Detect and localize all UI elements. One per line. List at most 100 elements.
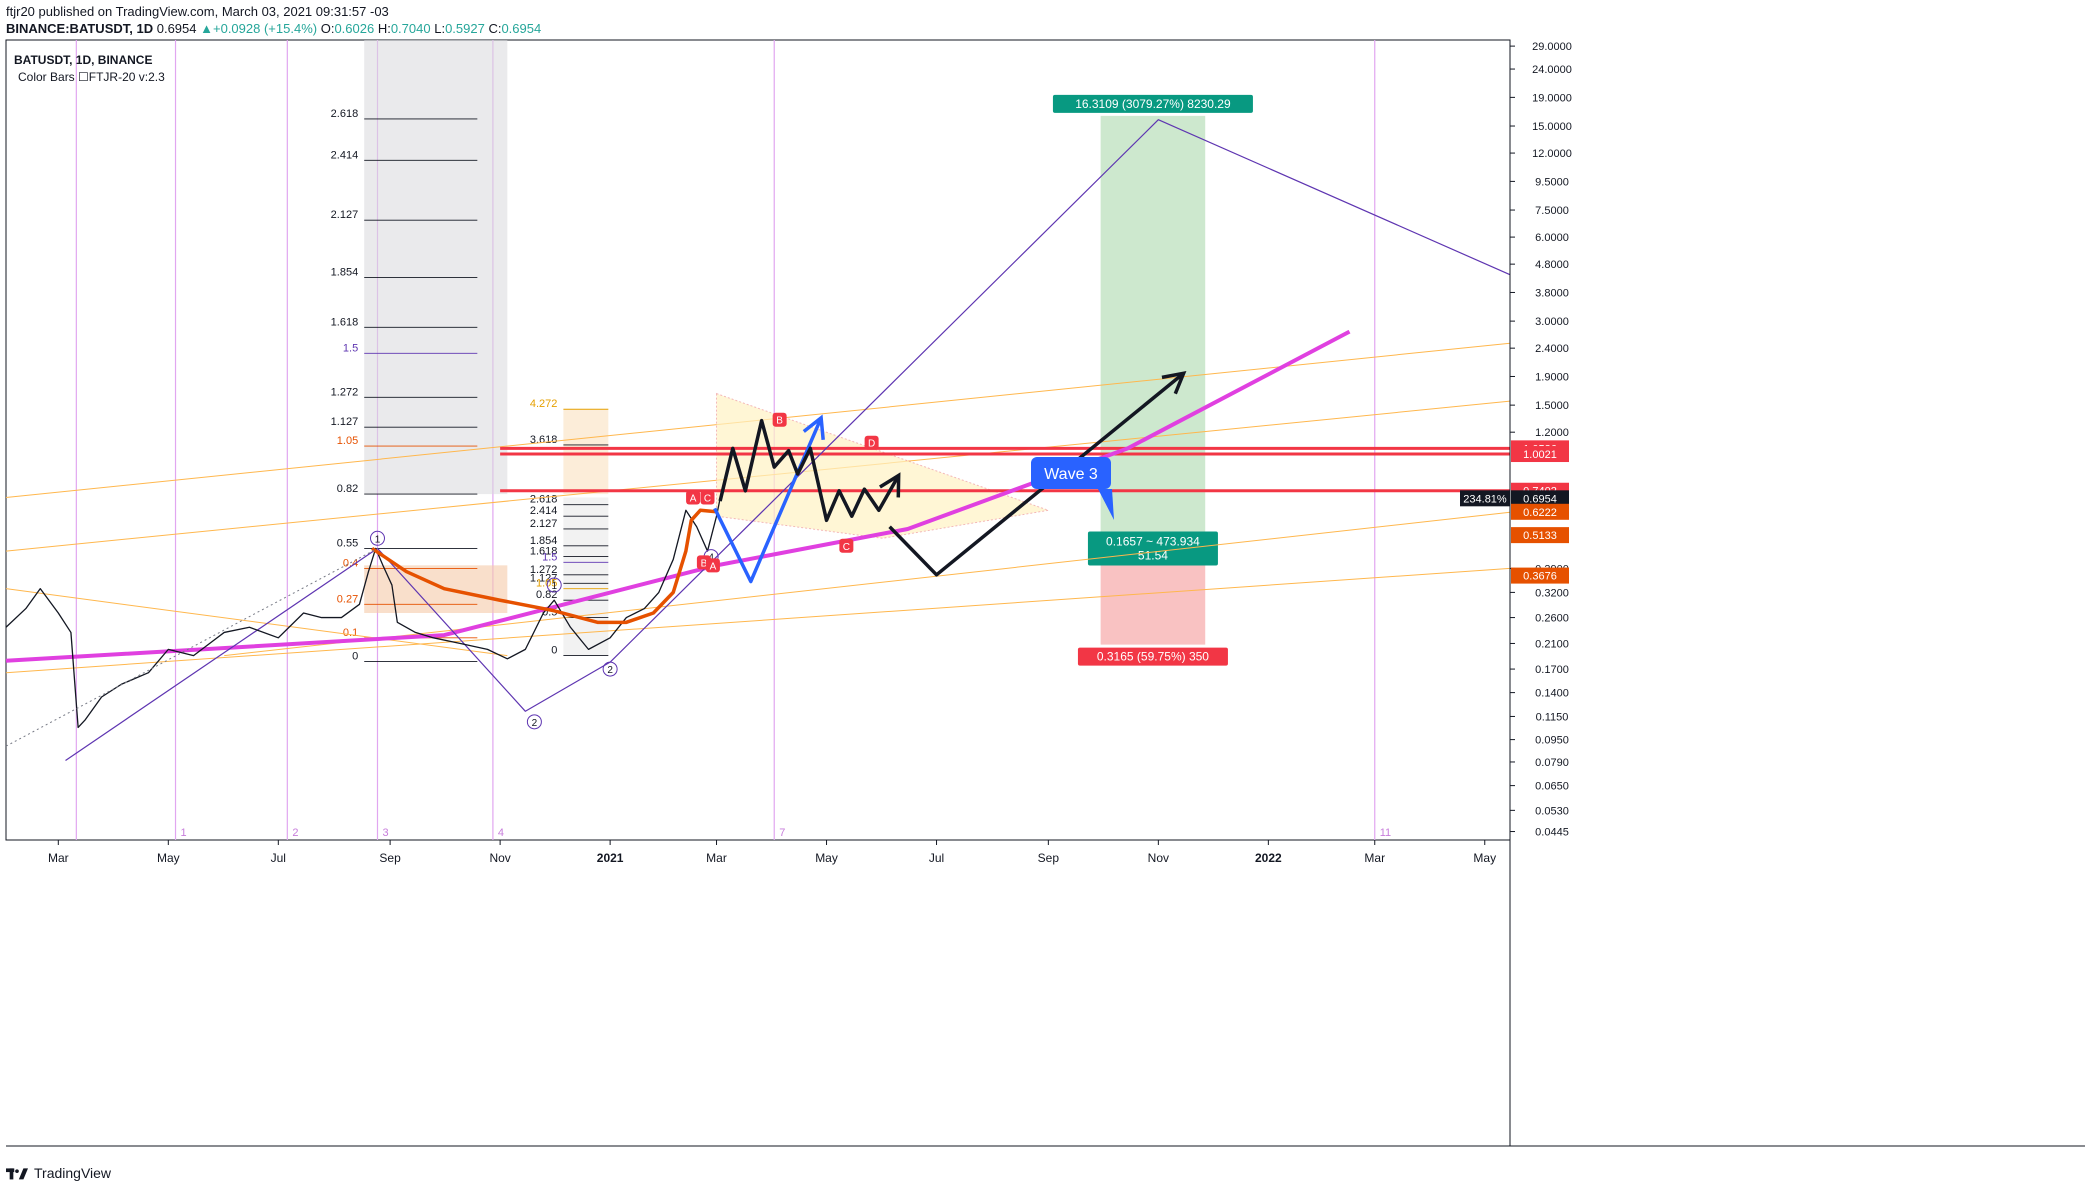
fib2-zone-grey xyxy=(563,497,609,656)
horizontal-levels[interactable] xyxy=(500,446,1510,493)
open-label: O: xyxy=(320,21,335,36)
stop-label-bg xyxy=(1077,647,1228,666)
period-label: 1 xyxy=(181,827,187,839)
fib-level-label: 2.414 xyxy=(331,149,359,161)
fib2-level-label: 1.618 xyxy=(530,546,558,558)
wave-marker-label: 2 xyxy=(532,718,538,729)
fib-level-label: 1.272 xyxy=(331,386,359,398)
price-label-bg xyxy=(1511,503,1569,520)
y-tick-label: 4.8000 xyxy=(1535,259,1569,271)
x-tick-label: May xyxy=(815,851,838,865)
price-label: 0.5133 xyxy=(1523,530,1557,542)
pattern-point-label: D xyxy=(868,439,875,450)
up-arrow-icon: ▲ xyxy=(200,21,213,36)
fib-level-label: 2.618 xyxy=(331,108,359,120)
arrow-head-black xyxy=(879,472,901,498)
y-tick-label: 0.1400 xyxy=(1535,688,1569,700)
triangle-pattern xyxy=(716,392,1051,539)
pattern-point-label: B xyxy=(701,558,708,569)
fib2-level-label: 2.618 xyxy=(530,494,558,506)
axes: 29.0000 24.0000 19.0000 15.0000 12.0000 9.500… xyxy=(48,40,1572,1146)
pattern-point xyxy=(864,435,879,450)
x-tick-label: Nov xyxy=(489,851,510,865)
x-tick-label: 2021 xyxy=(597,851,624,865)
y-tick-label: 0.0530 xyxy=(1535,805,1569,817)
price-label-bg xyxy=(1511,490,1569,507)
legend-indicator: Color Bars ☐FTJR-20 v:2.3 xyxy=(18,70,165,84)
elliott-path xyxy=(65,119,1511,761)
callout-box xyxy=(1031,457,1111,489)
ohlc-bar: BINANCE:BATUSDT, 1D 0.6954 ▲+0.0928 (+15… xyxy=(6,21,541,36)
y-tick-label: 1.9000 xyxy=(1535,371,1569,383)
open-value: 0.6026 xyxy=(334,21,375,36)
y-tick-label: 1.2000 xyxy=(1535,427,1569,439)
x-tick-label: Mar xyxy=(48,851,69,865)
projection-paths xyxy=(713,371,1187,584)
high-label: H: xyxy=(377,21,391,36)
channel-line xyxy=(224,511,1511,657)
fib-level-label: 0 xyxy=(352,650,358,662)
tradingview-brand: TradingView xyxy=(34,1165,112,1181)
fib-level-label: 0.4 xyxy=(343,557,358,569)
fib-level-label: 1.5 xyxy=(343,342,358,354)
period-lines: 1 2 3 4 7 11 xyxy=(75,40,1391,840)
dotted-trend xyxy=(5,547,378,747)
fib-zone-grey xyxy=(364,40,508,495)
fib-zone-orange xyxy=(364,565,508,613)
y-tick-label: 0.0445 xyxy=(1535,827,1569,839)
fibonacci-levels: 2.6182.4142.1271.8541.6181.51.2721.1271.… xyxy=(331,40,609,662)
trend-line xyxy=(5,329,1351,663)
y-tick-label: 0.1700 xyxy=(1535,664,1569,676)
projection-black xyxy=(718,418,901,523)
close-value: 0.6954 xyxy=(501,21,542,36)
last-price: 0.6954 xyxy=(156,21,197,36)
legend-title: BATUSDT, 1D, BINANCE xyxy=(14,53,152,67)
callout-pointer xyxy=(1098,489,1114,520)
y-tick-label: 3.8000 xyxy=(1535,287,1569,299)
fib2-level-label: 0 xyxy=(551,645,557,657)
pattern-point xyxy=(772,412,787,427)
y-tick-label: 0.0950 xyxy=(1535,735,1569,747)
pattern-point-label: A xyxy=(690,494,697,505)
channel-line xyxy=(5,567,1511,674)
price-chart[interactable]: 1 2 3 4 7 11 2.6182.4142.1271.8541.6181.51.27… xyxy=(0,38,2091,1160)
fib2-level-label: 3.618 xyxy=(530,434,558,446)
wave-marker xyxy=(526,714,542,730)
fib-level-label: 1.127 xyxy=(331,416,359,428)
fib2-level-label: 1.854 xyxy=(530,535,558,547)
y-tick-label: 0.1150 xyxy=(1536,711,1569,723)
publish-info: ftjr20 published on TradingView.com, Mar… xyxy=(6,4,389,19)
target-zone xyxy=(1100,115,1206,534)
x-tick-label: Nov xyxy=(1148,851,1169,865)
y-tick-label: 9.5000 xyxy=(1535,176,1569,188)
price-line xyxy=(5,498,721,729)
y-tick-label: 0.3200 xyxy=(1535,587,1569,599)
pattern-point xyxy=(686,490,701,505)
x-tick-label: Mar xyxy=(706,851,727,865)
price-label-bg xyxy=(1511,527,1569,544)
pattern-point-label: B xyxy=(776,416,783,427)
x-tick-label: 2022 xyxy=(1255,851,1282,865)
y-tick-label: 24.0000 xyxy=(1532,64,1572,76)
low-label: L: xyxy=(434,21,446,36)
y-tick-label: 0.0650 xyxy=(1535,781,1569,793)
price-tag: 234.81% xyxy=(1463,493,1507,505)
y-tick-label: 0.2600 xyxy=(1535,613,1569,625)
y-tick-label: 12.0000 xyxy=(1532,148,1572,160)
tradingview-footer[interactable]: TradingView xyxy=(6,1162,111,1184)
fib2-level-label: 1.272 xyxy=(530,564,558,576)
pattern-point xyxy=(839,538,854,553)
fib2-level-label: 1.127 xyxy=(530,572,558,584)
period-label: 4 xyxy=(498,827,504,839)
wave-marker-label: 4 xyxy=(708,553,714,564)
wave-marker xyxy=(546,577,562,593)
fib-level-label: 0.55 xyxy=(337,537,358,549)
y-tick-label: 7.5000 xyxy=(1535,205,1569,217)
long-position-zone[interactable]: 16.3109 (3079.27%) 8230.29 0.1657 ~ 473.9… xyxy=(1052,94,1253,666)
period-label: 11 xyxy=(1380,827,1391,839)
ratio-label-2: 51.54 xyxy=(1138,549,1168,563)
price-label: 0.3676 xyxy=(1523,571,1557,583)
y-tick-label: 1.5000 xyxy=(1535,400,1569,412)
x-tick-label: Jul xyxy=(929,851,944,865)
